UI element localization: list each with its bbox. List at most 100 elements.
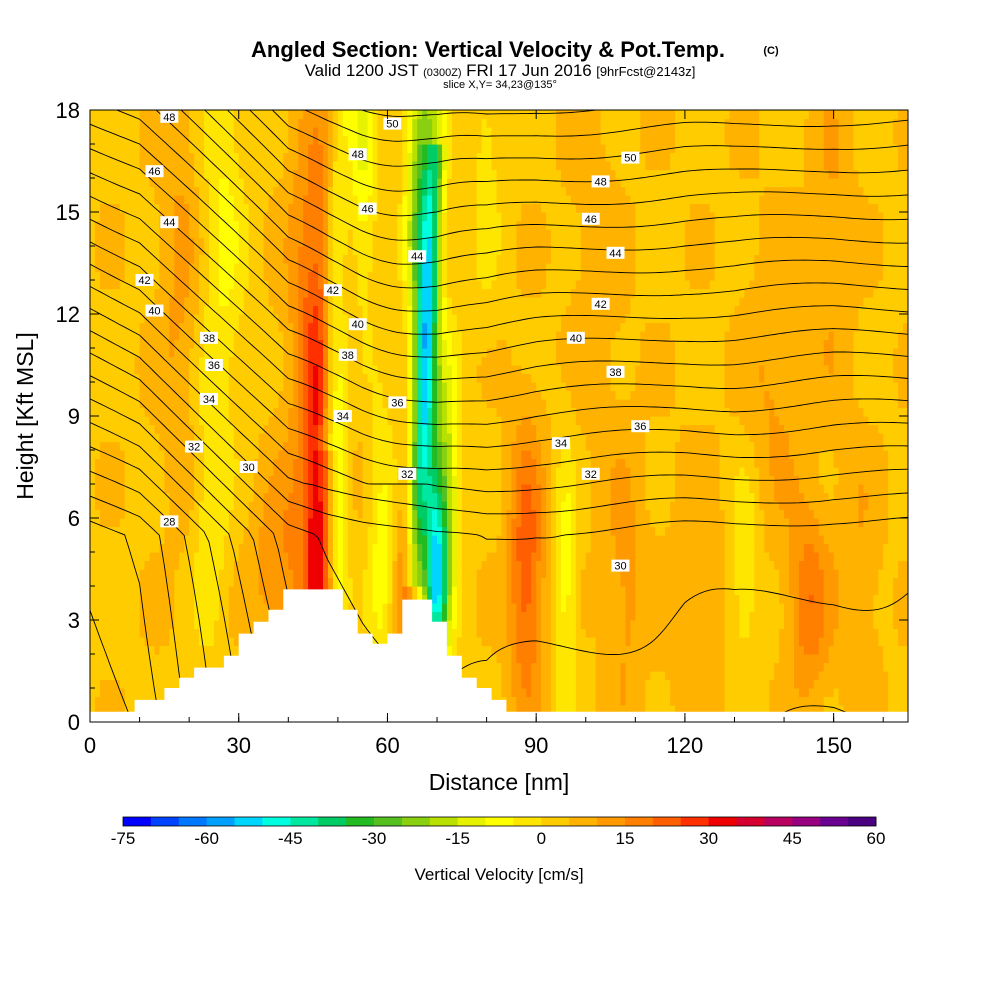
velocity-cell <box>139 305 146 315</box>
velocity-cell <box>154 501 161 511</box>
velocity-cell <box>104 186 111 196</box>
velocity-cell <box>248 407 255 417</box>
velocity-cell <box>194 118 200 128</box>
velocity-cell <box>422 586 428 596</box>
velocity-cell <box>278 186 284 196</box>
velocity-cell <box>204 416 210 426</box>
velocity-cell <box>208 458 215 468</box>
velocity-cell <box>144 611 151 621</box>
velocity-cell <box>233 127 240 137</box>
velocity-cell <box>283 526 289 536</box>
velocity-cell <box>337 543 344 553</box>
velocity-cell <box>347 229 354 239</box>
velocity-cell <box>164 560 170 570</box>
velocity-cell <box>189 348 195 358</box>
velocity-cell <box>238 552 245 562</box>
velocity-cell <box>228 458 235 468</box>
velocity-cell <box>327 169 334 179</box>
velocity-cell <box>362 348 369 358</box>
velocity-cell <box>248 186 255 196</box>
velocity-cell <box>204 229 210 239</box>
velocity-cell <box>94 620 101 630</box>
velocity-cell <box>218 407 225 417</box>
velocity-cell <box>407 450 413 460</box>
velocity-cell <box>248 560 255 570</box>
velocity-cell <box>308 212 314 222</box>
velocity-cell <box>258 390 265 400</box>
velocity-cell <box>402 110 408 120</box>
velocity-cell <box>189 671 195 681</box>
velocity-cell <box>352 467 359 477</box>
velocity-cell <box>119 186 126 196</box>
velocity-cell <box>223 441 230 451</box>
velocity-cell <box>337 254 344 264</box>
velocity-cell <box>159 603 165 613</box>
velocity-cell <box>139 441 146 451</box>
velocity-cell <box>159 203 165 213</box>
velocity-cell <box>114 322 121 332</box>
velocity-cell <box>263 169 270 179</box>
velocity-cell <box>367 331 374 341</box>
velocity-cell <box>357 424 364 434</box>
velocity-cell <box>392 492 398 502</box>
velocity-cell <box>397 433 403 443</box>
velocity-cell <box>228 348 235 358</box>
velocity-cell <box>402 135 408 145</box>
velocity-cell <box>139 382 146 392</box>
velocity-cell <box>159 679 165 689</box>
velocity-cell <box>288 501 294 511</box>
velocity-cell <box>392 288 398 298</box>
velocity-cell <box>144 671 151 681</box>
velocity-cell <box>99 390 106 400</box>
velocity-cell <box>407 492 413 502</box>
velocity-cell <box>233 135 240 145</box>
velocity-cell <box>154 229 161 239</box>
velocity-cell <box>139 484 146 494</box>
velocity-cell <box>144 577 151 587</box>
velocity-cell <box>407 586 413 596</box>
velocity-cell <box>213 569 220 579</box>
velocity-cell <box>114 518 121 528</box>
velocity-cell <box>139 407 146 417</box>
velocity-cell <box>169 594 175 604</box>
velocity-cell <box>357 229 364 239</box>
chart-title-unit: (C) <box>763 45 779 57</box>
velocity-cell <box>273 246 279 256</box>
velocity-cell <box>347 169 354 179</box>
velocity-cell <box>323 552 329 562</box>
velocity-cell <box>208 509 215 519</box>
velocity-cell <box>164 152 170 162</box>
velocity-cell <box>427 322 433 332</box>
velocity-cell <box>228 484 235 494</box>
velocity-cell <box>347 288 354 298</box>
velocity-cell <box>238 450 245 460</box>
velocity-cell <box>233 186 240 196</box>
velocity-cell <box>392 178 398 188</box>
velocity-cell <box>159 645 165 655</box>
velocity-cell <box>367 390 374 400</box>
velocity-cell <box>189 305 195 315</box>
velocity-cell <box>293 424 299 434</box>
velocity-cell <box>159 254 165 264</box>
velocity-cell <box>189 203 195 213</box>
velocity-cell <box>293 577 299 587</box>
velocity-cell <box>194 390 200 400</box>
velocity-cell <box>104 696 111 706</box>
velocity-cell <box>357 339 364 349</box>
velocity-cell <box>357 280 364 290</box>
velocity-cell <box>90 526 96 536</box>
velocity-cell <box>397 373 403 383</box>
velocity-cell <box>362 263 369 273</box>
velocity-cell <box>372 127 379 137</box>
velocity-cell <box>218 577 225 587</box>
velocity-cell <box>228 586 235 596</box>
velocity-cell <box>94 127 101 137</box>
velocity-cell <box>228 305 235 315</box>
velocity-cell <box>387 229 394 239</box>
velocity-cell <box>164 671 170 681</box>
velocity-cell <box>303 348 309 358</box>
velocity-cell <box>213 135 220 145</box>
velocity-cell <box>342 458 349 468</box>
velocity-cell <box>327 501 334 511</box>
